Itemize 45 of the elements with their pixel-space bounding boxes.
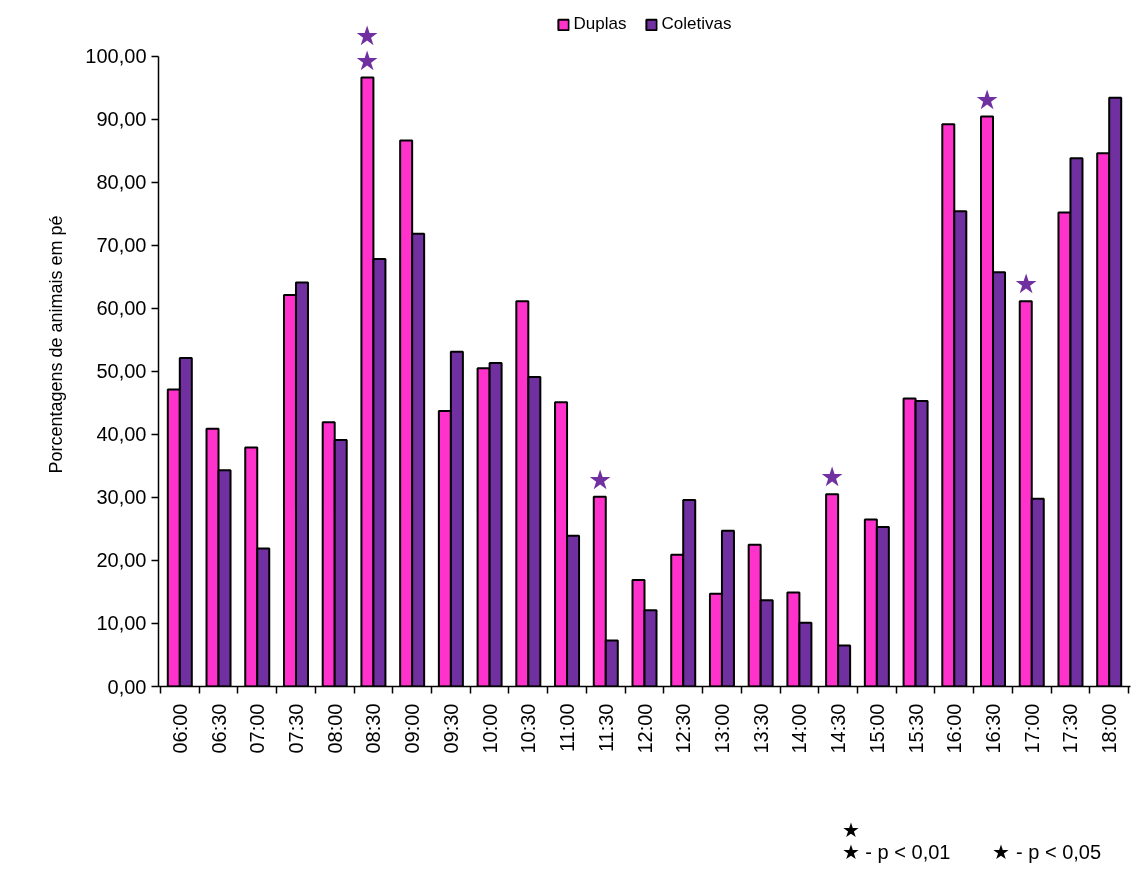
x-tick-label: 17:30 bbox=[1059, 703, 1082, 754]
y-tick-label: 10,00 bbox=[96, 612, 147, 635]
x-tick-label: 08:00 bbox=[323, 703, 346, 754]
x-tick-label: 09:30 bbox=[439, 703, 462, 754]
text: ★ - p < 0,05 bbox=[992, 841, 1102, 864]
x-tick-label: 15:00 bbox=[865, 703, 888, 754]
y-tick-label: 90,00 bbox=[96, 108, 147, 131]
annotation: ★ bbox=[587, 464, 612, 495]
x-tick-label: 08:30 bbox=[362, 703, 385, 754]
x-tick-label: 15:30 bbox=[904, 703, 927, 754]
y-tick-label: 80,00 bbox=[96, 171, 147, 194]
x-tick-label: 14:30 bbox=[827, 703, 850, 754]
x-tick-label: 13:00 bbox=[710, 703, 733, 754]
x-tick-label: 09:00 bbox=[401, 703, 424, 754]
x-tick-label: 07:30 bbox=[284, 703, 307, 754]
y-tick-label: 40,00 bbox=[96, 423, 147, 446]
y-axis-title: Porcentagens de animais em pé bbox=[46, 215, 67, 474]
x-tick-label: 07:00 bbox=[246, 703, 269, 754]
y-tick-label: 0,00 bbox=[107, 675, 147, 698]
x-tick-label: 12:30 bbox=[672, 703, 695, 754]
x-tick-label: 12:00 bbox=[633, 703, 656, 754]
text: ★ ★ - p < 0,01 bbox=[841, 819, 951, 864]
x-tick-label: 14:00 bbox=[788, 703, 811, 754]
x-tick-label: 10:30 bbox=[517, 703, 540, 754]
x-tick-label: 06:30 bbox=[207, 703, 230, 754]
x-tick-label: 17:00 bbox=[1020, 703, 1043, 754]
x-tick-label: 18:00 bbox=[1098, 703, 1121, 754]
x-tick-label: 16:30 bbox=[982, 703, 1005, 754]
annotation: ★ bbox=[820, 462, 845, 493]
x-tick-label: 16:00 bbox=[943, 703, 966, 754]
y-tick-label: 20,00 bbox=[96, 549, 147, 572]
legend-label: Coletivas bbox=[661, 14, 732, 34]
x-tick-label: 11:00 bbox=[556, 703, 579, 753]
x-tick-label: 06:00 bbox=[168, 703, 191, 754]
y-tick-label: 30,00 bbox=[96, 486, 147, 509]
x-tick-label: 11:30 bbox=[594, 703, 617, 753]
x-tick-label: 13:30 bbox=[749, 703, 772, 754]
y-tick-label: 60,00 bbox=[96, 297, 147, 320]
y-tick-label: 100,00 bbox=[85, 45, 147, 68]
x-tick-label: 10:00 bbox=[478, 703, 501, 754]
y-tick-label: 70,00 bbox=[96, 234, 147, 257]
annotation: ★ bbox=[1013, 269, 1038, 300]
legend-label: Duplas bbox=[573, 14, 627, 34]
annotation: ★ bbox=[975, 84, 1000, 115]
y-tick-label: 50,00 bbox=[96, 360, 147, 383]
